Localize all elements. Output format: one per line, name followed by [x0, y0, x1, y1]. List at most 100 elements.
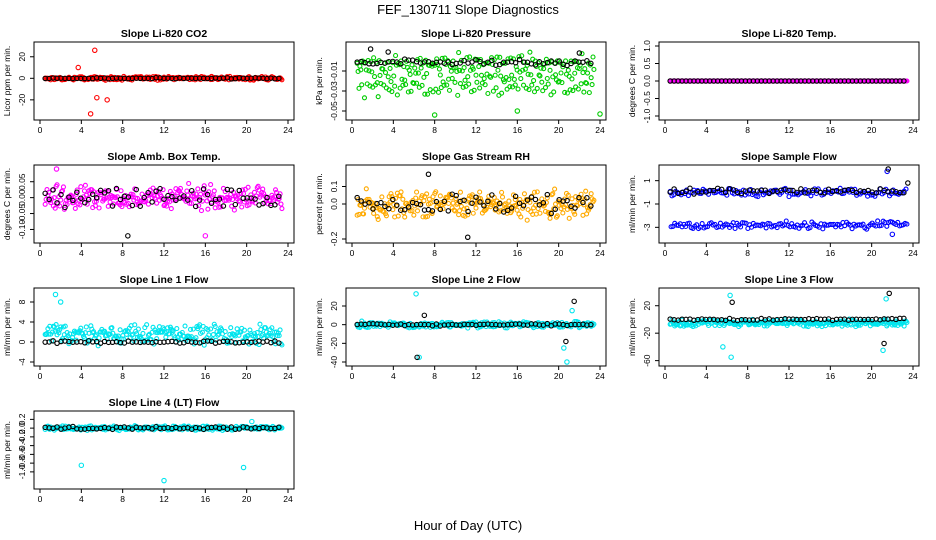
- data-point: [361, 205, 368, 211]
- data-point: [102, 328, 108, 334]
- data-point: [453, 195, 459, 202]
- data-point: [722, 189, 729, 196]
- data-point: [691, 191, 697, 197]
- data-point: [211, 188, 217, 194]
- x-tick-label: 0: [38, 371, 43, 381]
- x-tick-label: 8: [432, 371, 437, 381]
- x-tick-label: 8: [745, 371, 750, 381]
- data-point: [382, 69, 389, 76]
- x-tick-label: 0: [663, 125, 668, 135]
- data-point: [478, 72, 485, 78]
- y-tick-label: -40: [329, 356, 339, 369]
- data-point: [272, 187, 279, 193]
- x-tick-label: 24: [908, 248, 918, 258]
- data-point: [208, 326, 214, 332]
- data-point: [132, 322, 138, 328]
- data-point: [97, 187, 104, 194]
- data-point: [591, 321, 597, 327]
- data-point: [218, 204, 224, 210]
- data-point: [453, 192, 459, 199]
- data-point: [276, 75, 282, 82]
- data-point: [411, 212, 417, 218]
- data-point: [413, 195, 419, 201]
- panel-title: Slope Line 2 Flow: [432, 274, 522, 286]
- data-point: [190, 326, 196, 332]
- data-point: [49, 329, 56, 335]
- data-point: [437, 72, 443, 78]
- data-point: [93, 195, 100, 201]
- data-point: [442, 55, 448, 61]
- data-point-outlier: [597, 111, 603, 117]
- data-point-outlier: [125, 233, 131, 239]
- data-point: [495, 67, 501, 73]
- data-point: [278, 201, 284, 207]
- x-tick-label: 4: [704, 371, 709, 381]
- data-point: [361, 95, 368, 101]
- data-point: [154, 336, 160, 342]
- data-point: [461, 197, 467, 203]
- data-point: [477, 58, 483, 65]
- data-point: [440, 206, 446, 212]
- data-point: [169, 193, 175, 200]
- data-point: [699, 221, 705, 227]
- data-point: [469, 200, 475, 206]
- figure-xlabel: Hour of Day (UTC): [414, 518, 522, 533]
- data-point: [206, 189, 212, 195]
- data-point: [425, 213, 431, 220]
- data-point: [117, 327, 123, 333]
- x-tick-label: 24: [283, 371, 293, 381]
- data-point: [220, 203, 227, 209]
- data-point: [407, 71, 413, 77]
- data-point: [738, 190, 745, 197]
- data-point: [378, 199, 384, 206]
- x-tick-label: 24: [283, 248, 293, 258]
- data-point: [276, 424, 282, 431]
- data-point: [276, 340, 282, 346]
- data-point: [534, 85, 540, 91]
- data-point: [113, 185, 120, 192]
- data-point-outlier: [416, 354, 422, 361]
- data-point: [354, 194, 360, 201]
- data-point: [149, 199, 155, 205]
- panel-title: Slope Sample Flow: [741, 151, 838, 163]
- data-point: [569, 196, 575, 202]
- data-point: [771, 187, 777, 193]
- x-tick-label: 8: [745, 125, 750, 135]
- data-point: [252, 196, 258, 202]
- x-tick-label: 24: [283, 494, 293, 504]
- panel-2: Slope Li-820 Pressure kPa per min. 0 4 8 12 16…: [314, 28, 607, 135]
- data-point: [873, 190, 879, 196]
- data-point: [469, 59, 475, 65]
- x-tick-label: 12: [784, 248, 794, 258]
- data-point: [444, 82, 450, 88]
- data-point: [363, 186, 369, 192]
- x-tick-label: 0: [38, 494, 43, 504]
- x-tick-label: 24: [283, 125, 293, 135]
- data-point-outlier: [881, 340, 887, 347]
- data-point: [60, 184, 66, 190]
- data-point: [532, 196, 539, 203]
- data-point: [464, 55, 470, 61]
- data-point: [358, 67, 364, 73]
- data-point-outlier: [720, 344, 726, 350]
- data-point: [141, 194, 147, 201]
- data-point: [431, 199, 437, 205]
- data-point: [168, 206, 174, 212]
- data-point: [397, 85, 403, 91]
- data-point: [193, 191, 199, 197]
- data-point: [358, 198, 364, 204]
- data-point: [260, 200, 266, 207]
- data-point-outlier: [94, 94, 100, 101]
- data-point: [118, 188, 124, 194]
- y-tick-label: -1.0: [17, 464, 27, 479]
- data-point: [514, 207, 520, 213]
- data-point: [552, 72, 559, 78]
- data-point: [901, 189, 907, 196]
- panels-group: Slope Li-820 CO2 Licor ppm per min. 0 4 8 12 1…: [2, 28, 920, 504]
- data-point: [465, 325, 471, 331]
- data-point: [109, 426, 116, 433]
- x-tick-label: 24: [595, 248, 605, 258]
- data-point: [548, 210, 555, 217]
- panel-title: Slope Amb. Box Temp.: [107, 151, 220, 163]
- data-point: [516, 54, 522, 60]
